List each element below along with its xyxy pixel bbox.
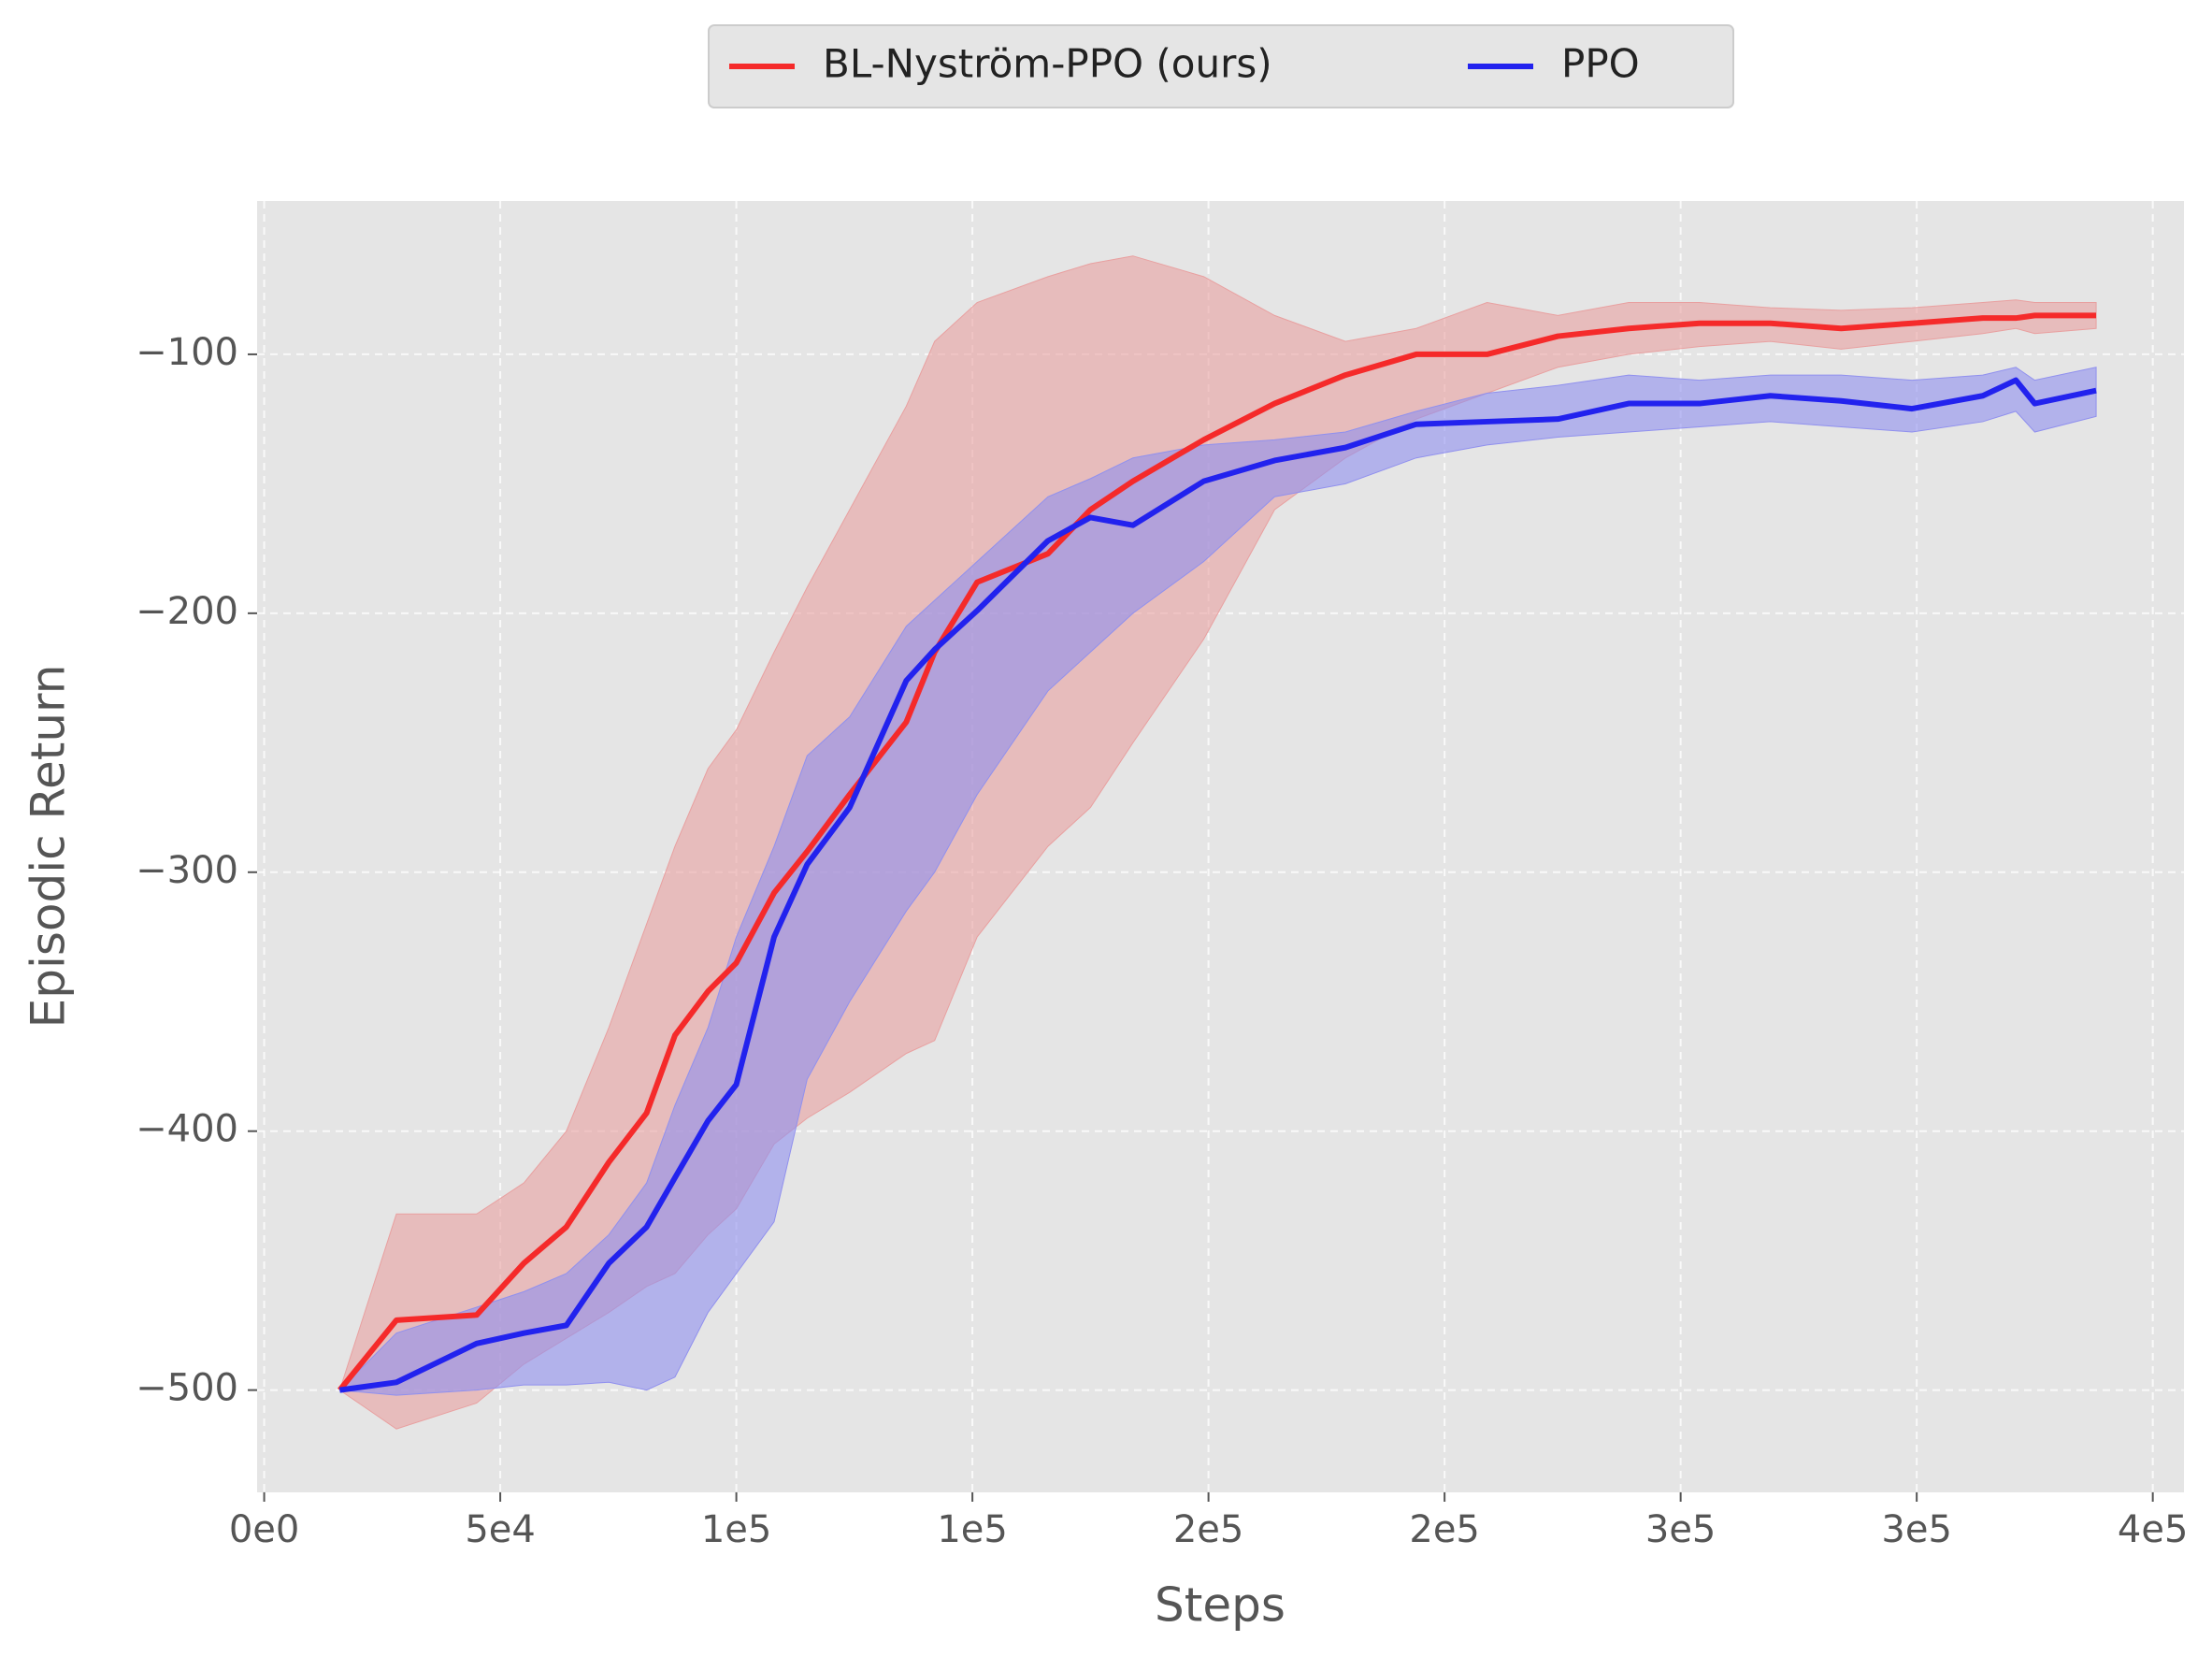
x-tick-label: 1e5 bbox=[701, 1508, 772, 1551]
y-tick-label: −200 bbox=[136, 590, 238, 633]
x-tick-label: 2e5 bbox=[1173, 1508, 1244, 1551]
legend-label: BL-Nyström-PPO (ours) bbox=[823, 41, 1272, 87]
series-line bbox=[338, 377, 2097, 1393]
legend-label: PPO bbox=[1561, 41, 1640, 87]
x-tick-label: 2e5 bbox=[1409, 1508, 1480, 1551]
x-tick-label: 1e5 bbox=[937, 1508, 1008, 1551]
y-tick-label: −300 bbox=[136, 849, 238, 892]
y-tick-label: −100 bbox=[136, 331, 238, 374]
y-axis-label: Episodic Return bbox=[22, 665, 76, 1029]
y-tick-label: −500 bbox=[136, 1367, 238, 1410]
x-tick-label: 3e5 bbox=[1645, 1508, 1716, 1551]
x-tick-label: 0e0 bbox=[229, 1508, 300, 1551]
x-tick-label: 3e5 bbox=[1881, 1508, 1952, 1551]
x-axis-label: Steps bbox=[1155, 1578, 1286, 1633]
y-tick-label: −400 bbox=[136, 1108, 238, 1151]
x-tick-label: 5e4 bbox=[465, 1508, 536, 1551]
x-tick-label: 4e5 bbox=[2118, 1508, 2189, 1551]
legend-frame bbox=[708, 24, 1734, 108]
